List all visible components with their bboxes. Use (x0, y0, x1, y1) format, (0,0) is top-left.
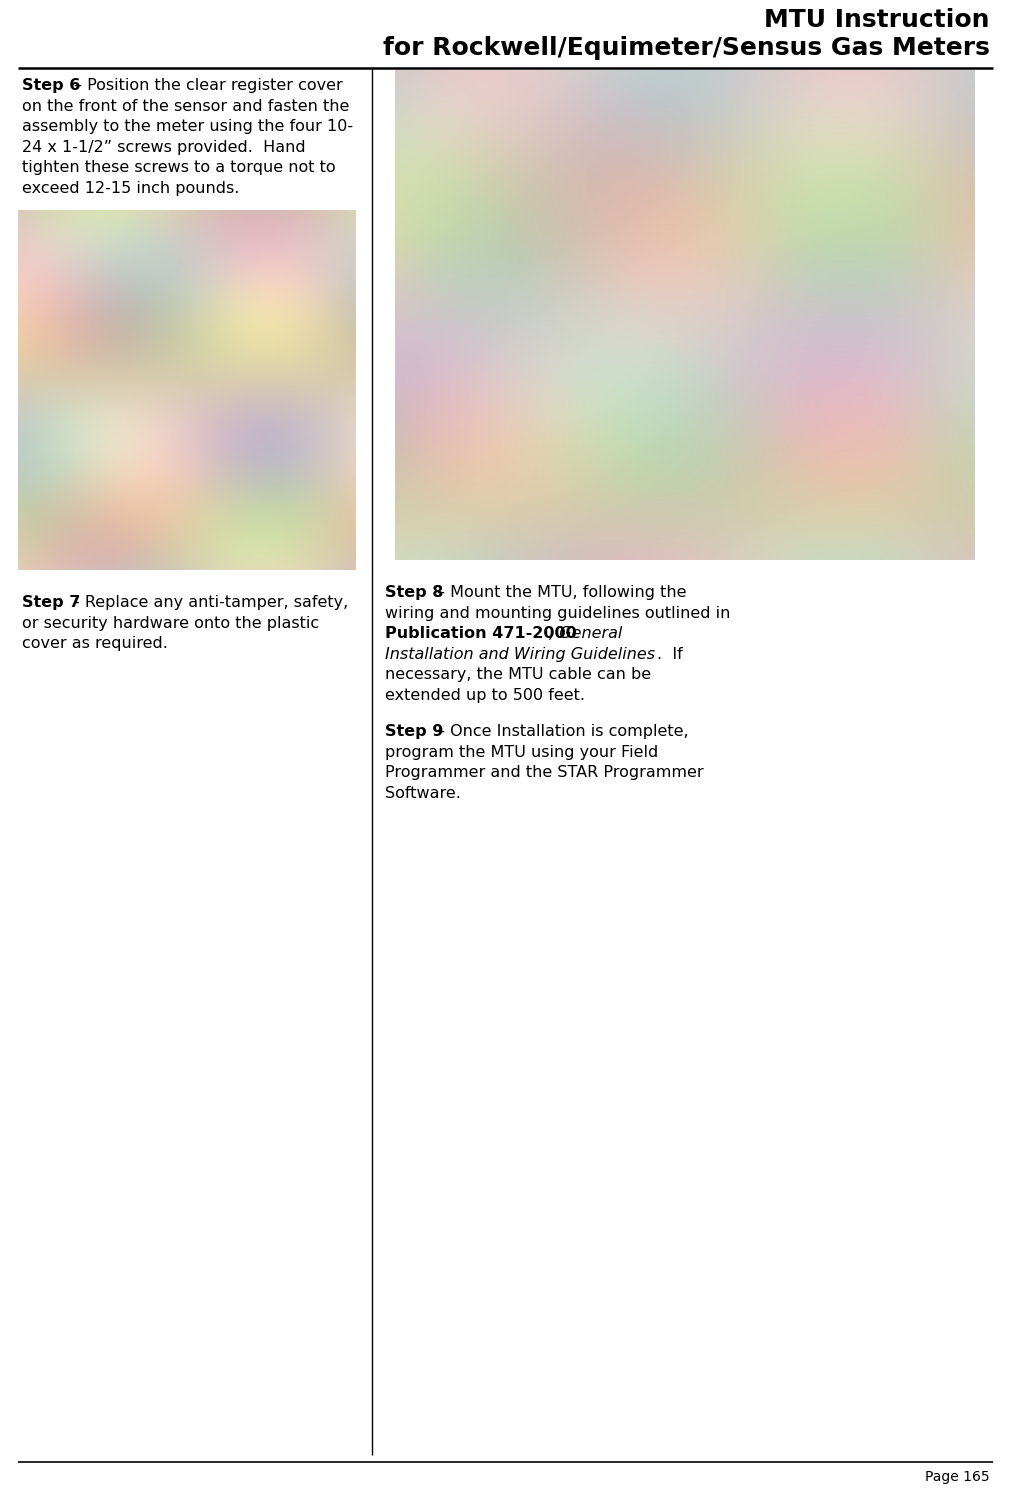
Text: Step 6: Step 6 (22, 78, 81, 93)
Text: , General: , General (549, 627, 623, 642)
Text: Software.: Software. (385, 785, 461, 800)
Text: program the MTU using your Field: program the MTU using your Field (385, 745, 658, 760)
Text: Step 7: Step 7 (22, 595, 81, 610)
Text: .  If: . If (657, 646, 682, 661)
Text: – Mount the MTU, following the: – Mount the MTU, following the (437, 585, 686, 600)
Text: exceed 12-15 inch pounds.: exceed 12-15 inch pounds. (22, 180, 240, 195)
Text: Installation and Wiring Guidelines: Installation and Wiring Guidelines (385, 646, 655, 661)
Text: Page 165: Page 165 (925, 1471, 990, 1484)
Text: MTU Instruction: MTU Instruction (764, 7, 990, 31)
Text: – Once Installation is complete,: – Once Installation is complete, (437, 724, 688, 739)
Text: for Rockwell/Equimeter/Sensus Gas Meters: for Rockwell/Equimeter/Sensus Gas Meters (383, 36, 990, 60)
Text: tighten these screws to a torque not to: tighten these screws to a torque not to (22, 160, 336, 175)
Text: or security hardware onto the plastic: or security hardware onto the plastic (22, 616, 319, 631)
Text: - Replace any anti-tamper, safety,: - Replace any anti-tamper, safety, (74, 595, 348, 610)
Text: Programmer and the STAR Programmer: Programmer and the STAR Programmer (385, 766, 704, 781)
Text: on the front of the sensor and fasten the: on the front of the sensor and fasten th… (22, 99, 350, 114)
Text: 24 x 1-1/2” screws provided.  Hand: 24 x 1-1/2” screws provided. Hand (22, 139, 305, 154)
Text: Step 8: Step 8 (385, 585, 444, 600)
Text: cover as required.: cover as required. (22, 636, 168, 651)
Text: assembly to the meter using the four 10-: assembly to the meter using the four 10- (22, 118, 353, 133)
Text: – Position the clear register cover: – Position the clear register cover (74, 78, 343, 93)
Text: Step 9: Step 9 (385, 724, 444, 739)
Text: extended up to 500 feet.: extended up to 500 feet. (385, 688, 585, 703)
Text: Publication 471-2000: Publication 471-2000 (385, 627, 576, 642)
Text: wiring and mounting guidelines outlined in: wiring and mounting guidelines outlined … (385, 606, 730, 621)
Text: necessary, the MTU cable can be: necessary, the MTU cable can be (385, 667, 651, 682)
